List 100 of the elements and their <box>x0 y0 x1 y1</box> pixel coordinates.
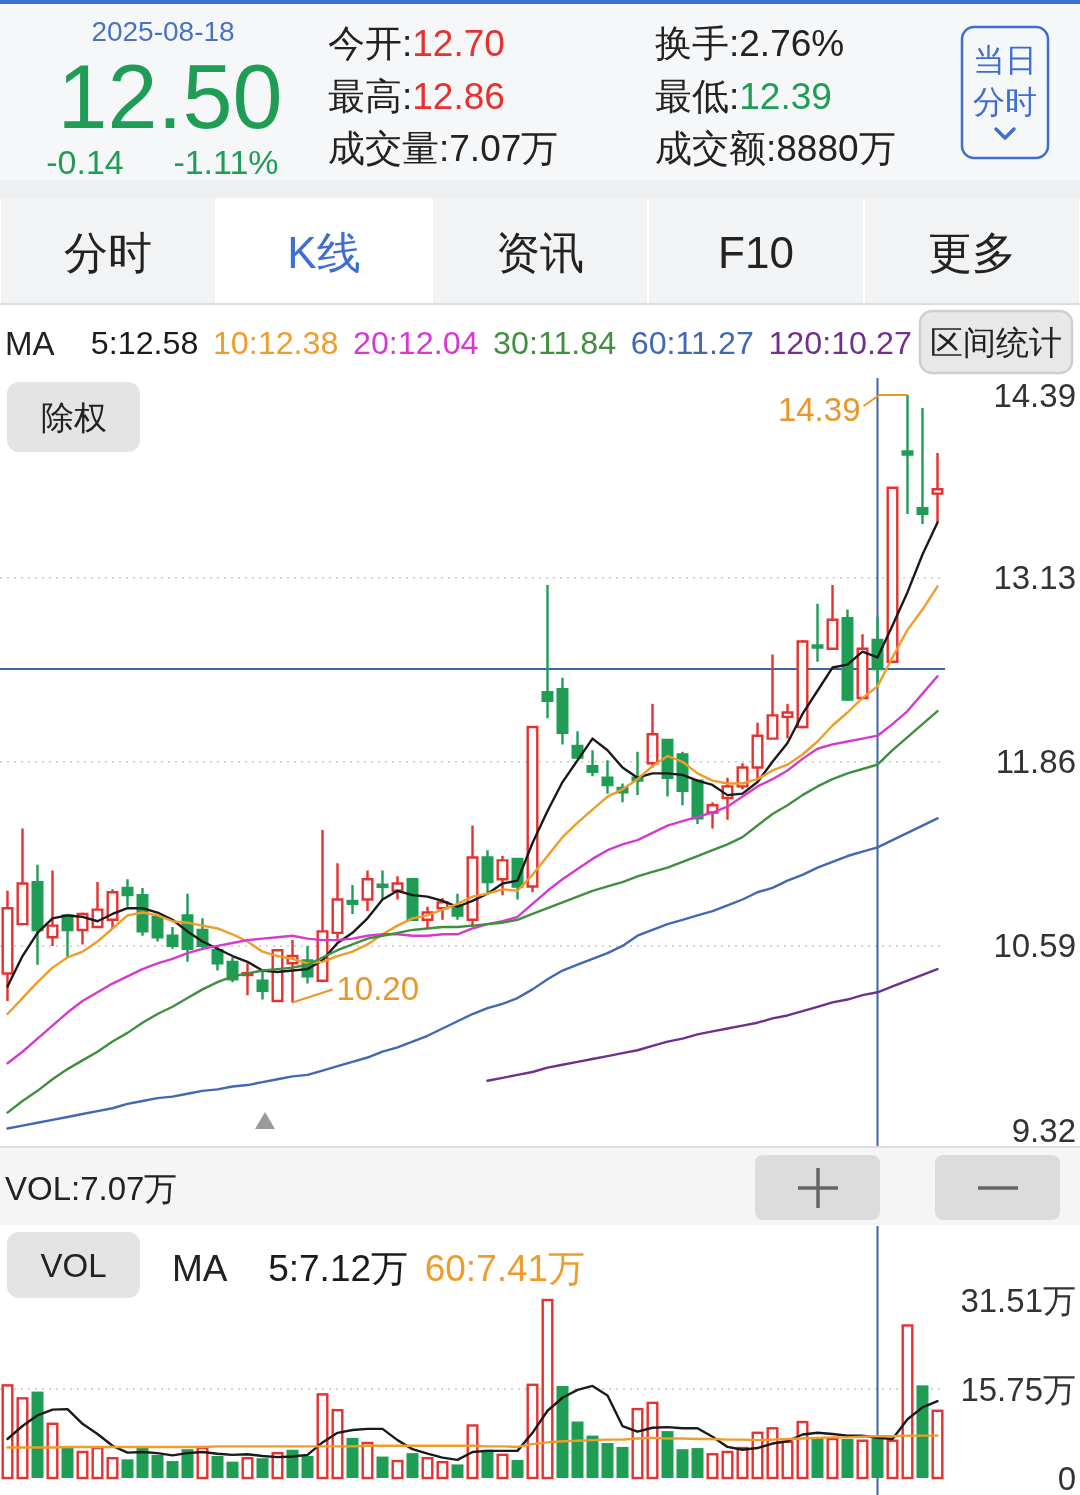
candlestick <box>766 653 779 740</box>
text: 最高:12.86 <box>328 75 505 117</box>
bar <box>721 1450 734 1480</box>
text: 分时 <box>973 84 1037 120</box>
bar <box>346 1437 359 1478</box>
annotation: 10.20 <box>336 969 420 1007</box>
bar <box>856 1439 869 1480</box>
candlestick <box>931 451 944 524</box>
text: 换手:2.76% <box>655 22 845 64</box>
bar <box>256 1458 269 1478</box>
candlestick <box>796 638 809 730</box>
bar <box>481 1449 494 1478</box>
text: 当日 <box>973 42 1037 78</box>
text: 成交量:7.07万 <box>328 127 559 169</box>
bar <box>616 1446 629 1478</box>
candlestick <box>361 869 374 913</box>
bar <box>241 1457 254 1480</box>
text: 资讯 <box>496 227 584 277</box>
candlestick <box>586 748 599 778</box>
text: F10 <box>718 227 794 277</box>
bar <box>601 1442 614 1478</box>
candlestick <box>646 702 659 769</box>
bar <box>661 1431 674 1478</box>
bar <box>586 1435 599 1478</box>
bar <box>556 1385 569 1478</box>
candlestick <box>31 863 44 966</box>
candlestick <box>46 869 59 948</box>
candlestick <box>16 827 29 927</box>
bar <box>46 1422 59 1480</box>
line-series <box>6 675 939 1065</box>
candlestick <box>901 393 914 516</box>
line-series <box>6 1434 939 1449</box>
candlestick <box>106 888 119 930</box>
legend-title: MA <box>172 1247 228 1289</box>
text: 最低:12.39 <box>655 75 832 117</box>
bar <box>496 1453 509 1480</box>
bar <box>106 1457 119 1480</box>
candlestick <box>601 759 614 795</box>
candlestick <box>256 969 269 1001</box>
text: 今开:12.70 <box>328 22 505 64</box>
bar <box>361 1441 374 1480</box>
bar <box>31 1391 44 1478</box>
bar <box>196 1446 209 1480</box>
text: K线 <box>287 227 361 277</box>
bar <box>676 1449 689 1478</box>
bar <box>826 1437 839 1480</box>
bar <box>316 1393 329 1480</box>
bar <box>181 1449 194 1478</box>
y-tick-label: 14.39 <box>993 376 1076 414</box>
bar <box>286 1449 299 1478</box>
text: 2025-08-18 <box>91 15 235 47</box>
candlestick <box>826 583 839 650</box>
text: VOL <box>40 1246 107 1284</box>
candlestick <box>541 583 554 720</box>
candlestick <box>496 854 509 897</box>
bar <box>301 1455 314 1478</box>
candlestick <box>376 869 389 901</box>
candlestick <box>781 702 794 740</box>
text: 5:12.58 <box>90 325 199 361</box>
candlestick <box>481 849 494 894</box>
text: 120:10.27 <box>768 325 912 361</box>
bar <box>571 1421 584 1478</box>
text: 5:7.12万 <box>268 1247 409 1289</box>
bar <box>871 1438 884 1478</box>
bar <box>886 1439 899 1480</box>
candlestick <box>166 925 179 950</box>
candlestick <box>1 889 14 1003</box>
bar <box>16 1397 29 1480</box>
line-series <box>486 967 939 1082</box>
y-tick-label: 10.59 <box>993 927 1076 965</box>
text: 更多 <box>928 227 1016 277</box>
bar <box>436 1460 449 1480</box>
bar <box>376 1456 389 1478</box>
annotation: 除权 <box>40 398 107 436</box>
candlestick <box>856 633 869 700</box>
text: 60:11.27 <box>630 325 754 361</box>
bar <box>811 1437 824 1478</box>
y-tick-label: 11.86 <box>995 743 1076 781</box>
bar <box>271 1451 284 1480</box>
bar <box>916 1385 929 1478</box>
candlestick <box>151 914 164 943</box>
candlestick <box>916 406 929 526</box>
text: 30:11.84 <box>493 325 617 361</box>
bar <box>76 1450 89 1480</box>
text: 分时 <box>64 227 152 277</box>
candlestick <box>211 944 224 972</box>
line-series <box>6 709 939 1114</box>
bar <box>226 1461 239 1478</box>
candlestick <box>841 608 854 703</box>
line-series <box>6 817 939 1130</box>
y-tick-label: 9.32 <box>1011 1111 1076 1149</box>
bar <box>331 1409 344 1480</box>
text: 区间统计 <box>930 323 1062 361</box>
line-series <box>6 585 939 1016</box>
bar <box>691 1448 704 1478</box>
text: 10:12.38 <box>212 325 339 361</box>
bar <box>211 1455 224 1478</box>
candlestick <box>331 862 344 940</box>
bar <box>466 1424 479 1480</box>
candlestick <box>121 878 134 908</box>
